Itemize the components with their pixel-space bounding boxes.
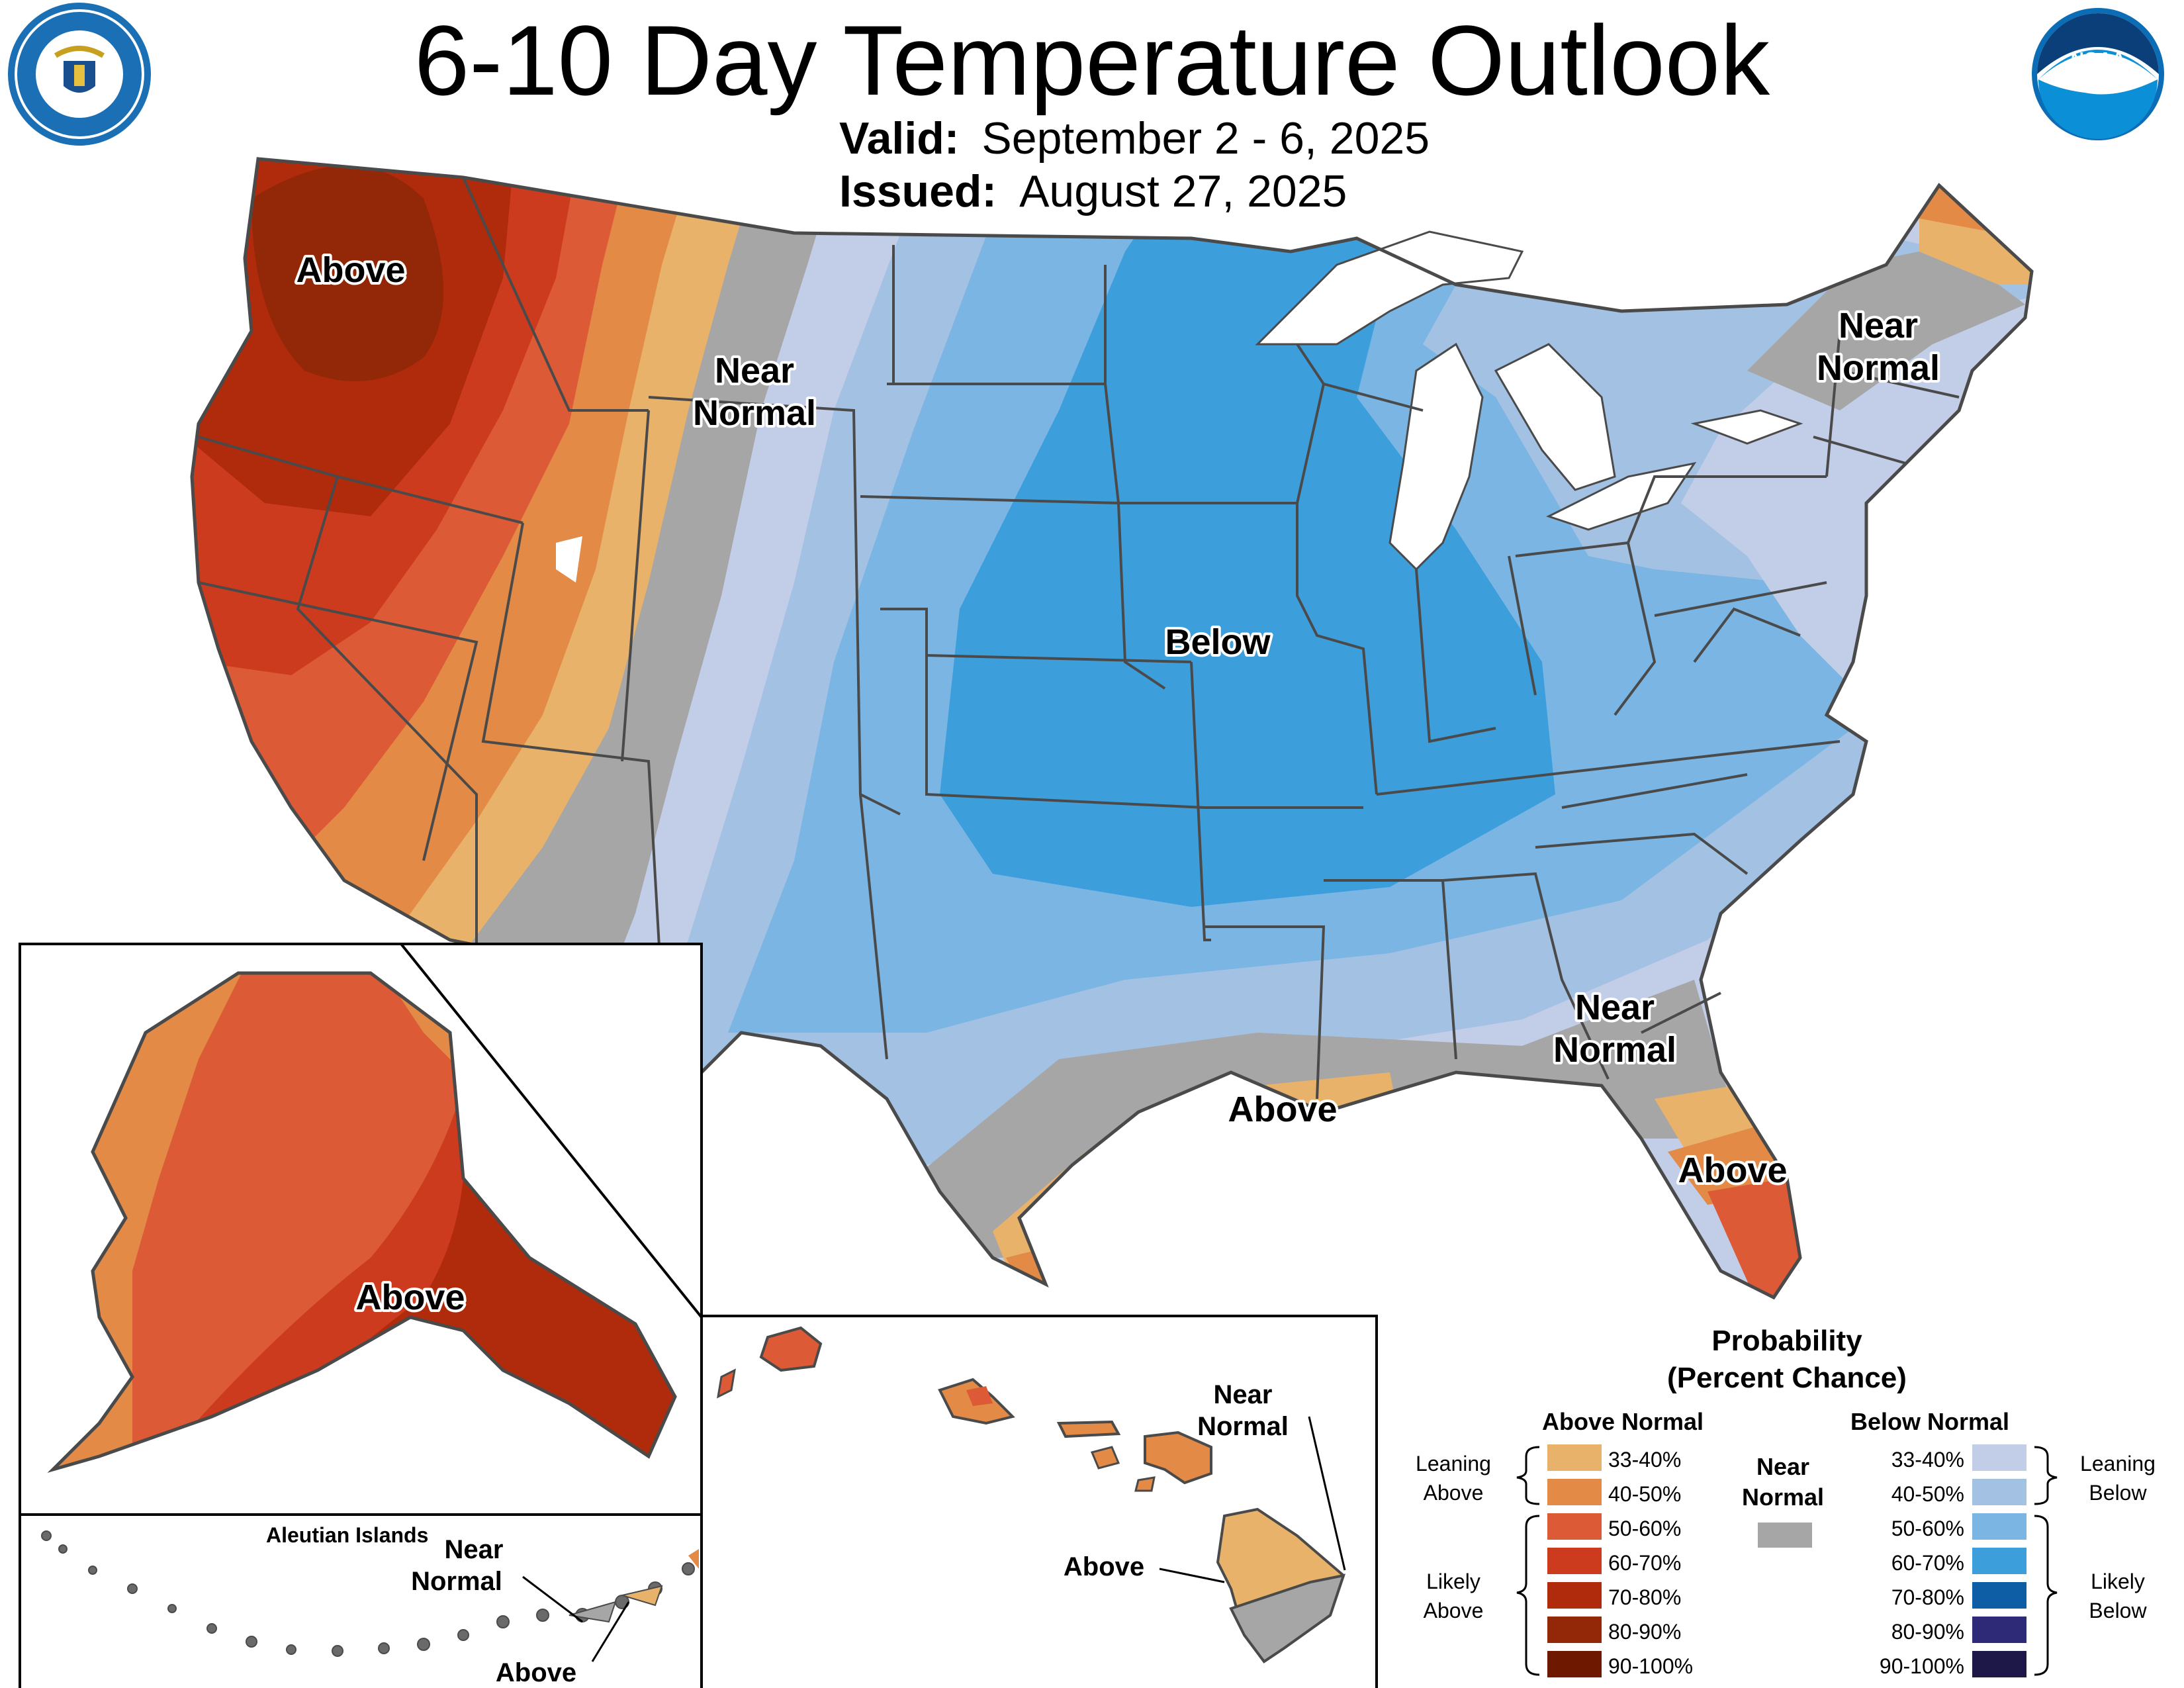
label-southeast-near-1: Near	[1575, 988, 1655, 1027]
legend-above-range-2: 40-50%	[1608, 1482, 1681, 1506]
legend-below-range-3: 50-60%	[1891, 1517, 1964, 1540]
alaska-inset: Above Aleutian Islands Near Normal Above	[19, 943, 703, 1688]
label-northwest-above: Above	[296, 250, 405, 290]
legend-swatch-near-normal	[1758, 1523, 1812, 1548]
legend-leaning-above-2: Above	[1424, 1481, 1484, 1505]
noaa-logo-icon: NOAA	[2032, 8, 2164, 140]
great-lakes	[556, 230, 1803, 583]
lanai	[1090, 1446, 1120, 1470]
label-aleutians-near-2: Normal	[411, 1567, 502, 1596]
zone-above-80-90	[251, 165, 443, 381]
zone-near-normal-northeast	[1747, 252, 2025, 410]
conus-labels: Above Near Normal Below Near Normal Near…	[293, 248, 1942, 1193]
valid-label: Valid:	[839, 113, 960, 164]
label-alaska-above: Above	[355, 1278, 465, 1317]
maui	[1144, 1430, 1212, 1485]
legend-leaning-above-1: Leaning	[1416, 1452, 1491, 1476]
legend-above-range-3: 50-60%	[1608, 1517, 1681, 1540]
lake-erie	[1546, 461, 1697, 531]
legend-above-range-1: 33-40%	[1608, 1448, 1681, 1472]
legend-leaning-below-1: Leaning	[2080, 1452, 2156, 1476]
label-plains-near-1: Near	[715, 351, 794, 391]
legend-swatch-above-90-100	[1547, 1651, 1602, 1677]
label-northeast-near-1: Near	[1839, 306, 1918, 346]
lake-superior	[1255, 230, 1524, 346]
page-title: 6-10 Day Temperature Outlook	[414, 5, 1770, 116]
molokai	[1056, 1420, 1121, 1438]
label-gulf-above: Above	[1228, 1090, 1337, 1129]
legend-swatch-above-60-70	[1547, 1548, 1602, 1574]
label-aleutians-title: Aleutian Islands	[266, 1523, 428, 1547]
kahoolawe	[1134, 1476, 1156, 1492]
legend-likely-below-2: Below	[2089, 1599, 2147, 1622]
legend-swatch-above-40-50	[1547, 1479, 1602, 1505]
legend: Probability (Percent Chance) Above Norma…	[1416, 1325, 2156, 1678]
lake-michigan	[1388, 342, 1484, 571]
svg-text:NOAA: NOAA	[2071, 48, 2125, 69]
legend-swatch-below-33-40	[1972, 1444, 2026, 1471]
legend-above-range-5: 70-80%	[1608, 1585, 1681, 1609]
label-midwest-below: Below	[1165, 622, 1271, 662]
legend-likely-above-1: Likely	[1426, 1570, 1480, 1593]
legend-swatch-below-60-70	[1972, 1548, 2026, 1574]
issued-line: Issued: August 27, 2025	[839, 165, 1347, 217]
label-hawaii-near-1: Near	[1214, 1380, 1273, 1409]
kauai	[759, 1326, 823, 1372]
legend-near-heading-1: Near	[1756, 1453, 1809, 1480]
legend-above-range-6: 80-90%	[1608, 1620, 1681, 1644]
issued-label: Issued:	[839, 166, 997, 216]
legend-title-2: (Percent Chance)	[1667, 1362, 1907, 1394]
label-northeast-near-2: Normal	[1817, 348, 1940, 388]
legend-likely-above-2: Above	[1424, 1599, 1484, 1622]
legend-below-heading: Below Normal	[1850, 1408, 2009, 1435]
legend-below-range-1: 33-40%	[1891, 1448, 1964, 1472]
legend-leaning-below-2: Below	[2089, 1481, 2147, 1505]
legend-above-range-7: 90-100%	[1608, 1654, 1693, 1678]
label-southeast-near-2: Normal	[1553, 1030, 1676, 1070]
state-boundaries	[190, 157, 2034, 1300]
legend-below-range-5: 70-80%	[1891, 1585, 1964, 1609]
legend-near-heading-2: Normal	[1742, 1483, 1824, 1511]
legend-swatch-below-70-80	[1972, 1582, 2026, 1609]
legend-below-range-6: 80-90%	[1891, 1620, 1964, 1644]
legend-above-heading: Above Normal	[1542, 1408, 1704, 1435]
label-hawaii-near-2: Normal	[1197, 1412, 1289, 1441]
lake-ontario	[1690, 409, 1803, 445]
legend-below-range-7: 90-100%	[1880, 1654, 1964, 1678]
legend-swatch-below-80-90	[1972, 1617, 2026, 1643]
department-of-commerce-seal-icon	[8, 3, 151, 146]
niihau	[717, 1368, 736, 1399]
label-plains-near-2: Normal	[693, 393, 816, 433]
legend-swatch-above-80-90	[1547, 1617, 1602, 1643]
legend-swatch-above-50-60	[1547, 1513, 1602, 1540]
legend-above-range-4: 60-70%	[1608, 1551, 1681, 1575]
lake-huron	[1494, 343, 1616, 491]
label-aleutians-near-1: Near	[445, 1535, 504, 1564]
valid-dates: September 2 - 6, 2025	[981, 113, 1430, 164]
label-hawaii-above: Above	[1064, 1552, 1144, 1581]
label-aleutians-above: Above	[496, 1658, 576, 1687]
legend-swatch-below-40-50	[1972, 1479, 2026, 1505]
issued-date: August 27, 2025	[1019, 166, 1347, 216]
legend-swatch-above-33-40	[1547, 1444, 1602, 1471]
aleutians-panel	[19, 1513, 703, 1688]
legend-below-range-2: 40-50%	[1891, 1482, 1964, 1506]
legend-swatch-above-70-80	[1547, 1582, 1602, 1609]
valid-line: Valid: September 2 - 6, 2025	[839, 113, 1430, 164]
legend-below-range-4: 60-70%	[1891, 1551, 1964, 1575]
hawaii-inset: Near Normal Above	[700, 1315, 1378, 1688]
legend-title-1: Probability	[1711, 1325, 1862, 1357]
label-florida-above: Above	[1678, 1150, 1787, 1190]
legend-likely-below-1: Likely	[2091, 1570, 2145, 1593]
legend-swatch-below-90-100	[1972, 1651, 2026, 1677]
great-salt-lake	[556, 536, 582, 583]
legend-swatch-below-50-60	[1972, 1513, 2026, 1540]
